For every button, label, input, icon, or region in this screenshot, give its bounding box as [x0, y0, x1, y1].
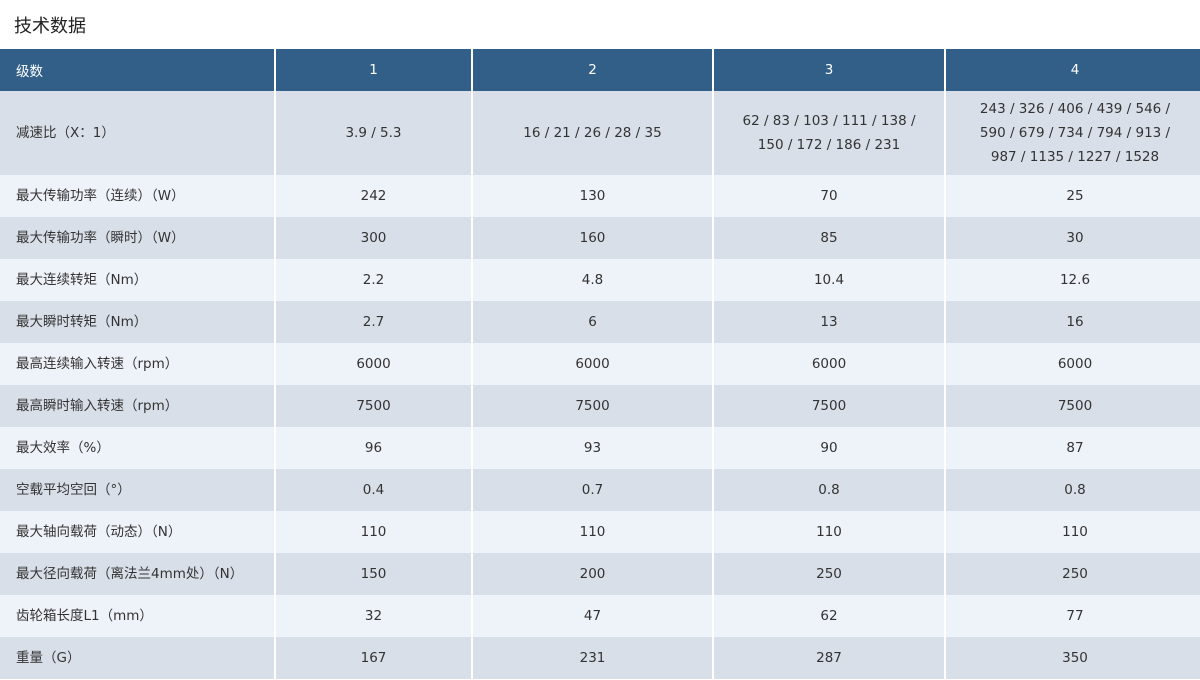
- value-cell: 0.8: [946, 469, 1200, 511]
- table-row: 齿轮箱长度L1（mm） 32 47 62 77: [0, 595, 1200, 637]
- value-cell: 110: [946, 511, 1200, 553]
- value-cell: 0.7: [473, 469, 712, 511]
- value-cell: 200: [473, 553, 712, 595]
- value-cell: 250: [946, 553, 1200, 595]
- value-cell: 300: [276, 217, 471, 259]
- table-row: 空载平均空回（°） 0.4 0.7 0.8 0.8: [0, 469, 1200, 511]
- value-cell: 4.8: [473, 259, 712, 301]
- value-cell: 62 / 83 / 103 / 111 / 138 / 150 / 172 / …: [714, 91, 944, 175]
- value-cell: 2.7: [276, 301, 471, 343]
- value-cell: 110: [714, 511, 944, 553]
- value-cell: 96: [276, 427, 471, 469]
- value-cell: 25: [946, 175, 1200, 217]
- row-label: 最大效率（%）: [0, 427, 274, 469]
- value-cell: 6000: [473, 343, 712, 385]
- table-row: 最高连续输入转速（rpm） 6000 6000 6000 6000: [0, 343, 1200, 385]
- row-label: 最高连续输入转速（rpm）: [0, 343, 274, 385]
- header-cell: 4: [946, 49, 1200, 91]
- value-cell: 7500: [714, 385, 944, 427]
- value-cell: 7500: [276, 385, 471, 427]
- value-cell: 242: [276, 175, 471, 217]
- header-cell: 2: [473, 49, 712, 91]
- table-row: 最大径向载荷（离法兰4mm处）（N） 150 200 250 250: [0, 553, 1200, 595]
- value-cell: 93: [473, 427, 712, 469]
- row-label: 最大连续转矩（Nm）: [0, 259, 274, 301]
- row-label: 齿轮箱长度L1（mm）: [0, 595, 274, 637]
- table-row: 最大效率（%） 96 93 90 87: [0, 427, 1200, 469]
- header-cell: 1: [276, 49, 471, 91]
- table-row: 减速比（X：1） 3.9 / 5.3 16 / 21 / 26 / 28 / 35 6…: [0, 91, 1200, 175]
- table-row: 最高瞬时输入转速（rpm） 7500 7500 7500 7500: [0, 385, 1200, 427]
- value-cell: 243 / 326 / 406 / 439 / 546 / 590 / 679 …: [946, 91, 1200, 175]
- value-cell: 30: [946, 217, 1200, 259]
- row-label: 最大径向载荷（离法兰4mm处）（N）: [0, 553, 274, 595]
- table-row: 最大连续转矩（Nm） 2.2 4.8 10.4 12.6: [0, 259, 1200, 301]
- value-cell: 287: [714, 637, 944, 679]
- header-cell: 级数: [0, 49, 274, 91]
- value-cell: 32: [276, 595, 471, 637]
- table-row: 重量（G） 167 231 287 350: [0, 637, 1200, 679]
- value-cell: 7500: [473, 385, 712, 427]
- value-cell: 250: [714, 553, 944, 595]
- value-cell: 160: [473, 217, 712, 259]
- value-cell: 62: [714, 595, 944, 637]
- value-cell: 77: [946, 595, 1200, 637]
- value-cell: 231: [473, 637, 712, 679]
- value-cell: 130: [473, 175, 712, 217]
- row-label: 减速比（X：1）: [0, 91, 274, 175]
- table-row: 最大轴向载荷（动态）（N） 110 110 110 110: [0, 511, 1200, 553]
- table-row: 最大传输功率（连续）（W） 242 130 70 25: [0, 175, 1200, 217]
- value-cell: 3.9 / 5.3: [276, 91, 471, 175]
- tech-data-table: 级数 1 2 3 4 减速比（X：1） 3.9 / 5.3 16 / 21 / 26…: [0, 49, 1200, 679]
- value-cell: 6000: [946, 343, 1200, 385]
- row-label: 最高瞬时输入转速（rpm）: [0, 385, 274, 427]
- value-cell: 70: [714, 175, 944, 217]
- value-cell: 47: [473, 595, 712, 637]
- value-cell: 12.6: [946, 259, 1200, 301]
- value-cell: 13: [714, 301, 944, 343]
- row-label: 最大传输功率（瞬时）（W）: [0, 217, 274, 259]
- row-label: 最大瞬时转矩（Nm）: [0, 301, 274, 343]
- header-cell: 3: [714, 49, 944, 91]
- value-cell: 0.4: [276, 469, 471, 511]
- value-cell: 87: [946, 427, 1200, 469]
- value-cell: 167: [276, 637, 471, 679]
- value-cell: 85: [714, 217, 944, 259]
- value-cell: 110: [276, 511, 471, 553]
- table-row: 最大传输功率（瞬时）（W） 300 160 85 30: [0, 217, 1200, 259]
- value-cell: 6000: [276, 343, 471, 385]
- row-label: 最大传输功率（连续）（W）: [0, 175, 274, 217]
- value-cell: 6000: [714, 343, 944, 385]
- table-row: 最大瞬时转矩（Nm） 2.7 6 13 16: [0, 301, 1200, 343]
- value-cell: 10.4: [714, 259, 944, 301]
- value-cell: 6: [473, 301, 712, 343]
- page-title: 技术数据: [14, 16, 86, 37]
- value-cell: 110: [473, 511, 712, 553]
- value-cell: 16: [946, 301, 1200, 343]
- value-cell: 16 / 21 / 26 / 28 / 35: [473, 91, 712, 175]
- value-cell: 90: [714, 427, 944, 469]
- row-label: 空载平均空回（°）: [0, 469, 274, 511]
- value-cell: 0.8: [714, 469, 944, 511]
- row-label: 最大轴向载荷（动态）（N）: [0, 511, 274, 553]
- value-cell: 7500: [946, 385, 1200, 427]
- row-label: 重量（G）: [0, 637, 274, 679]
- value-cell: 2.2: [276, 259, 471, 301]
- value-cell: 150: [276, 553, 471, 595]
- table-header-row: 级数 1 2 3 4: [0, 49, 1200, 91]
- value-cell: 350: [946, 637, 1200, 679]
